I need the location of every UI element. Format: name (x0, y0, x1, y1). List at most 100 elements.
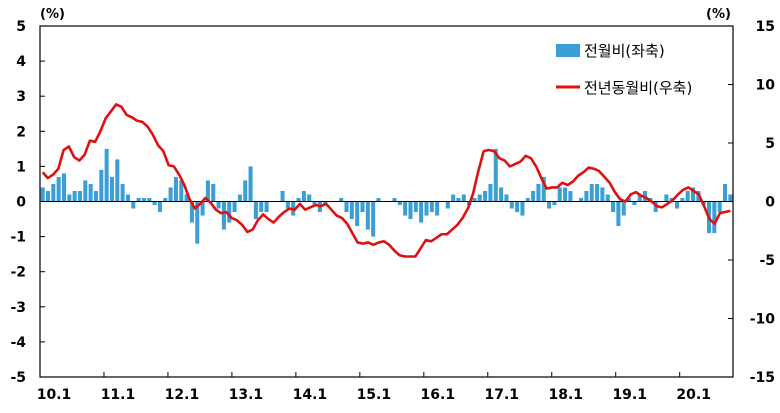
bar (675, 201, 680, 209)
bar (616, 201, 621, 227)
left-tick-label: 2 (16, 124, 26, 140)
bar (525, 197, 530, 202)
bar (632, 201, 637, 206)
bar (477, 194, 482, 202)
right-axis-ticks: 15 10 5 0 -5 -10 -15 (728, 19, 775, 386)
bar (728, 194, 733, 202)
bar (509, 201, 514, 209)
bar (488, 183, 493, 202)
bar (589, 183, 594, 202)
bar (627, 197, 632, 202)
bar (339, 197, 344, 202)
bar (445, 201, 450, 209)
bar (195, 201, 200, 244)
bar (56, 176, 61, 202)
bar (253, 201, 258, 220)
left-tick-label: 5 (16, 19, 26, 35)
bar (136, 197, 141, 202)
bar (67, 194, 72, 202)
bar (536, 183, 541, 202)
bar (472, 197, 477, 202)
bar (307, 194, 312, 202)
bar (595, 183, 600, 202)
left-tick-label: 1 (16, 159, 26, 175)
bar (259, 201, 264, 213)
bar (568, 190, 573, 202)
bar (515, 201, 520, 213)
bar (717, 201, 722, 213)
bar (184, 194, 189, 202)
bar (237, 194, 242, 202)
left-tick-label: 0 (16, 195, 26, 211)
x-tick-label: 16.1 (421, 387, 456, 403)
bar (499, 187, 504, 202)
bar (408, 201, 413, 220)
right-axis-unit: (%) (706, 7, 731, 22)
bar (344, 201, 349, 213)
bar (93, 190, 98, 202)
bar (637, 194, 642, 202)
bar (557, 187, 562, 202)
legend-line-label: 전년동월비(우축) (584, 79, 692, 97)
bar (205, 180, 210, 202)
bar (152, 201, 157, 206)
x-tick-label: 14.1 (293, 387, 328, 403)
bar (120, 183, 125, 202)
bar (531, 190, 536, 202)
bar (552, 201, 557, 206)
bar (456, 197, 461, 202)
x-axis-ticks: 10.1 11.1 12.1 13.1 14.1 15.1 16.1 17.1 18.1 19.1… (37, 372, 711, 403)
bar (285, 201, 290, 209)
legend: 전월비(좌축) 전년동월비(우축) (556, 42, 692, 97)
bar (280, 190, 285, 202)
bar (520, 201, 525, 216)
bar (163, 197, 168, 202)
bar (221, 201, 226, 230)
bar (77, 190, 83, 202)
bar (360, 201, 365, 213)
bar (51, 183, 56, 202)
left-tick-label: -5 (10, 370, 26, 386)
bar (355, 201, 360, 227)
bar (451, 194, 456, 202)
bar (179, 180, 184, 202)
bar (376, 197, 381, 202)
right-tick-label: 10 (756, 78, 776, 94)
x-tick-label: 13.1 (229, 387, 264, 403)
bar (131, 201, 136, 209)
bar (403, 201, 408, 216)
bar (40, 187, 45, 202)
bar (611, 201, 616, 213)
left-axis-ticks: 5 4 3 2 1 0 -1 -2 -3 -4 -5 (10, 19, 45, 386)
bar (104, 148, 109, 202)
bar (680, 197, 685, 202)
bar (563, 187, 568, 202)
right-tick-label: -5 (759, 253, 775, 269)
right-tick-label: -15 (750, 370, 775, 386)
x-tick-label: 17.1 (485, 387, 520, 403)
bar (424, 201, 429, 216)
right-tick-label: 5 (765, 136, 775, 152)
bar (365, 201, 370, 230)
bar (413, 201, 418, 213)
x-tick-label: 20.1 (676, 387, 711, 403)
x-tick-label: 15.1 (357, 387, 392, 403)
bar (109, 176, 114, 202)
bar (168, 187, 173, 202)
bar (88, 183, 93, 202)
bar (72, 190, 77, 202)
left-tick-label: -3 (10, 300, 26, 316)
bar (157, 201, 162, 213)
bar (493, 148, 498, 202)
bar (461, 194, 466, 202)
bar (349, 201, 354, 220)
bar (690, 187, 696, 202)
x-tick-label: 10.1 (37, 387, 72, 403)
bar (483, 190, 488, 202)
bar (125, 194, 130, 202)
bar (147, 197, 152, 202)
bar (232, 201, 237, 213)
bar (83, 180, 88, 202)
line-series (41, 103, 731, 258)
bar (579, 197, 584, 202)
